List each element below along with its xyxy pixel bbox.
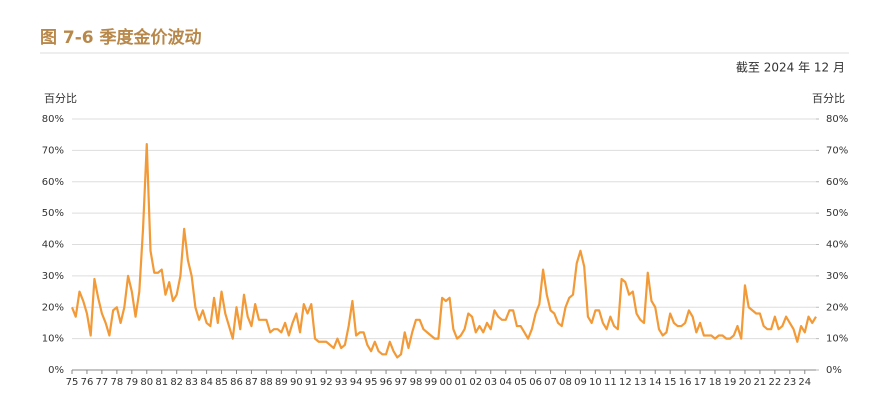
y2-tick-label: 30% bbox=[826, 271, 848, 282]
y-tick-label: 20% bbox=[42, 302, 64, 313]
x-tick-label: 87 bbox=[245, 377, 258, 388]
x-tick-label: 79 bbox=[125, 377, 138, 388]
x-tick-label: 00 bbox=[440, 377, 453, 388]
x-tick-label: 93 bbox=[335, 377, 348, 388]
x-tick-label: 03 bbox=[484, 377, 497, 388]
x-tick-label: 88 bbox=[260, 377, 273, 388]
y2-axis-label: 百分比 bbox=[812, 92, 845, 105]
x-tick-label: 90 bbox=[290, 377, 303, 388]
x-tick-label: 20 bbox=[739, 377, 752, 388]
x-tick-label: 11 bbox=[604, 377, 617, 388]
x-tick-label: 17 bbox=[694, 377, 707, 388]
x-tick-label: 77 bbox=[96, 377, 109, 388]
x-tick-label: 83 bbox=[185, 377, 198, 388]
x-tick-label: 85 bbox=[215, 377, 228, 388]
x-tick-label: 97 bbox=[395, 377, 408, 388]
x-tick-label: 98 bbox=[410, 377, 423, 388]
x-tick-label: 24 bbox=[798, 377, 811, 388]
x-tick-label: 76 bbox=[81, 377, 94, 388]
x-tick-label: 13 bbox=[634, 377, 647, 388]
x-tick-label: 15 bbox=[664, 377, 677, 388]
y-tick-label: 60% bbox=[42, 177, 64, 188]
x-tick-label: 06 bbox=[529, 377, 542, 388]
x-tick-label: 04 bbox=[499, 377, 512, 388]
y2-tick-label: 40% bbox=[826, 240, 848, 251]
x-tick-label: 95 bbox=[365, 377, 378, 388]
x-tick-label: 81 bbox=[155, 377, 168, 388]
x-tick-label: 02 bbox=[469, 377, 482, 388]
x-tick-label: 80 bbox=[140, 377, 153, 388]
y2-tick-label: 10% bbox=[826, 334, 848, 345]
x-tick-label: 18 bbox=[709, 377, 722, 388]
x-tick-label: 10 bbox=[589, 377, 602, 388]
chart-subtitle: 截至 2024 年 12 月 bbox=[736, 61, 845, 75]
x-tick-label: 14 bbox=[649, 377, 662, 388]
y-tick-label: 80% bbox=[42, 114, 64, 125]
x-tick-label: 01 bbox=[454, 377, 467, 388]
x-tick-label: 96 bbox=[380, 377, 393, 388]
chart-title: 图 7-6 季度金价波动 bbox=[40, 27, 202, 48]
y-tick-label: 10% bbox=[42, 334, 64, 345]
x-tick-label: 22 bbox=[769, 377, 782, 388]
x-tick-label: 09 bbox=[574, 377, 587, 388]
y2-tick-label: 20% bbox=[826, 302, 848, 313]
x-tick-label: 07 bbox=[544, 377, 557, 388]
x-tick-label: 82 bbox=[170, 377, 183, 388]
data-line bbox=[70, 143, 817, 359]
x-tick-label: 23 bbox=[783, 377, 796, 388]
x-tick-label: 16 bbox=[679, 377, 692, 388]
x-tick-label: 78 bbox=[110, 377, 123, 388]
y-tick-label: 40% bbox=[42, 240, 64, 251]
x-tick-label: 05 bbox=[514, 377, 527, 388]
x-tick-label: 99 bbox=[425, 377, 438, 388]
x-tick-label: 86 bbox=[230, 377, 243, 388]
y-tick-label: 0% bbox=[48, 365, 64, 376]
y2-tick-label: 0% bbox=[826, 365, 842, 376]
y-tick-label: 70% bbox=[42, 145, 64, 156]
x-tick-label: 94 bbox=[350, 377, 363, 388]
x-tick-label: 92 bbox=[320, 377, 333, 388]
x-tick-label: 19 bbox=[724, 377, 737, 388]
x-tick-label: 89 bbox=[275, 377, 288, 388]
x-tick-label: 84 bbox=[200, 377, 213, 388]
x-tick-label: 21 bbox=[754, 377, 767, 388]
y-axis-label: 百分比 bbox=[44, 92, 77, 105]
y2-tick-label: 60% bbox=[826, 177, 848, 188]
y2-tick-label: 80% bbox=[826, 114, 848, 125]
x-tick-label: 75 bbox=[66, 377, 79, 388]
y2-tick-label: 70% bbox=[826, 145, 848, 156]
y-tick-label: 50% bbox=[42, 208, 64, 219]
x-tick-label: 91 bbox=[305, 377, 318, 388]
x-tick-label: 08 bbox=[559, 377, 572, 388]
y-tick-label: 30% bbox=[42, 271, 64, 282]
y2-tick-label: 50% bbox=[826, 208, 848, 219]
x-tick-label: 12 bbox=[619, 377, 632, 388]
